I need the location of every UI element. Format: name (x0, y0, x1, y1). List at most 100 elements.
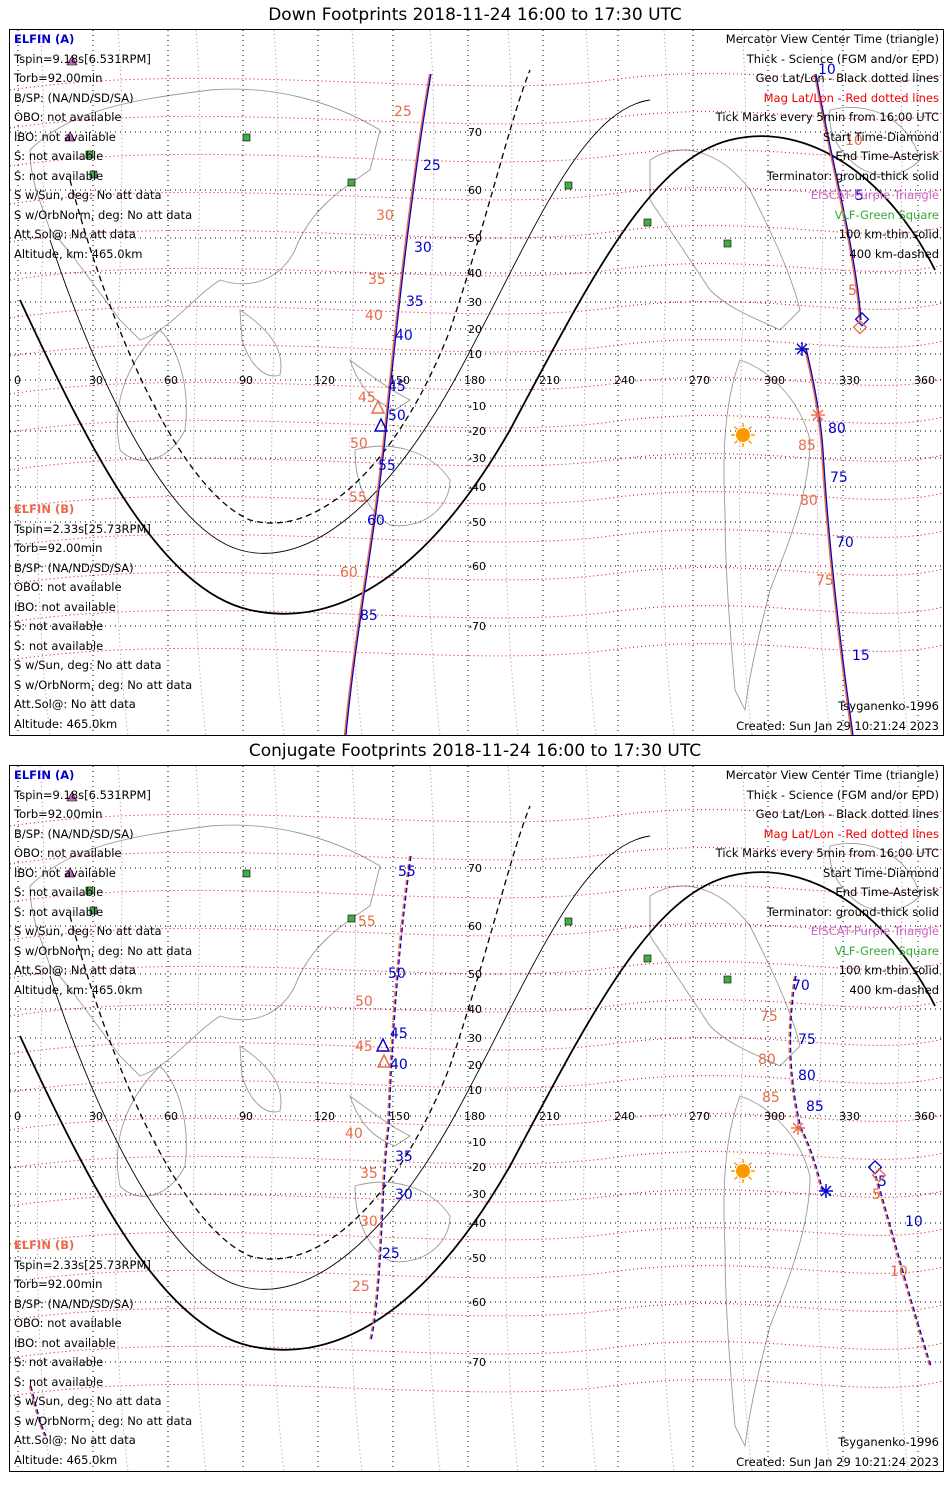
track-b-tick: 35 (360, 1166, 378, 1182)
info-line: B/SP: (NA/ND/SD/SA) (14, 90, 134, 105)
start-diamond-b (871, 1168, 887, 1183)
track-b-tick: 45 (358, 390, 376, 406)
model-label: Tsyganenko-1996 (838, 1435, 939, 1449)
track-b-tick: 30 (360, 1214, 378, 1230)
elfin-a-info: ELFIN (A) Tspin=9.18s[6.531RPM] Torb=92.0… (14, 769, 192, 1003)
track-b-tick: 40 (365, 308, 383, 324)
lat-label: 50 (468, 232, 482, 245)
legend-entry: Tick Marks every 5min from 16:00 UTC (715, 846, 939, 860)
eiscat-triangle (64, 867, 76, 878)
legend-entry: Geo Lat/Lon - Black dotted lines (755, 71, 939, 85)
lat-label: 10 (468, 1084, 482, 1097)
lat-label: 50 (468, 968, 482, 981)
info-line: Att.Sol@: No att data (14, 697, 136, 711)
track-a-tick: 25 (382, 1246, 400, 1262)
info-line: OBO: not available (14, 580, 122, 594)
conjugate-footprints-map: 0 30 60 90 120 150 180 210 240 270 300 330 360 70 60 50… (9, 765, 944, 1472)
track-b-tick: 30 (376, 208, 394, 224)
lon-label: 30 (89, 1110, 103, 1123)
lat-label: 60 (468, 184, 482, 197)
track-a-tick: 10 (818, 62, 836, 78)
created-label: Created: Sun Jan 29 10:21:24 2023 (736, 719, 939, 733)
track-a-tick: 30 (395, 1187, 413, 1203)
track-a-tick: 70 (836, 535, 854, 551)
info-line: Tspin=2.33s[25.73RPM] (14, 521, 151, 536)
lat-label: -30 (468, 452, 486, 465)
legend-entry: End Time-Asterisk (835, 149, 939, 163)
track-b-tick: 55 (349, 490, 367, 506)
legend-entry: End Time-Asterisk (835, 885, 939, 899)
track-a-tick: 30 (414, 240, 432, 256)
info-line: IBO: not available (14, 1335, 116, 1350)
lat-label: 40 (468, 267, 482, 280)
lat-label: -20 (468, 1161, 486, 1174)
info-line: Att.Sol@: No att data (14, 963, 136, 977)
sun-icon (731, 423, 755, 447)
lat-label: -70 (468, 620, 486, 633)
info-line: B/SP: (NA/ND/SD/SA) (14, 826, 134, 841)
vlf-square (564, 181, 573, 190)
lon-label: 150 (389, 374, 410, 387)
legend-entry: Mercator View Center Time (triangle) (725, 768, 939, 782)
legend: Mercator View Center Time (triangle) Thic… (716, 769, 939, 1003)
info-line: Altitude, km: 465.0km (14, 246, 143, 261)
elfin-b-header: ELFIN (B) (14, 502, 75, 516)
lon-label: 300 (764, 1110, 785, 1123)
vlf-square (643, 218, 652, 227)
lat-label: -10 (468, 1136, 486, 1149)
vlf-square (564, 917, 573, 926)
track-a-tick: 50 (388, 966, 406, 982)
vlf-square (643, 954, 652, 963)
info-line: IBO: not available (14, 129, 116, 144)
lat-label: -10 (468, 400, 486, 413)
info-line: B/SP: (NA/ND/SD/SA) (14, 1296, 134, 1311)
terminator (19, 805, 936, 1351)
lat-label: 70 (468, 862, 482, 875)
eiscat-triangle (64, 131, 76, 142)
down-footprints-map: 0 30 60 90 120 150 180 210 240 270 300 330 360 70 60 50… (9, 29, 944, 736)
info-line: B/SP: (NA/ND/SD/SA) (14, 560, 134, 575)
lon-label: 360 (914, 1110, 935, 1123)
vlf-square (242, 869, 251, 878)
track-a-tick: 5 (878, 1174, 887, 1190)
legend-entry: 100 km-thin solid (838, 963, 939, 977)
info-line: S: not available (14, 1355, 104, 1369)
vlf-square (723, 975, 732, 984)
track-a-tick: 5 (855, 188, 864, 204)
info-line: S w/Sun, deg: No att data (14, 188, 162, 202)
info-line: Altitude: 465.0km (14, 716, 118, 731)
elfin-b-lines: Tspin=2.33s[25.73RPM] Torb=92.00min B/SP: … (14, 521, 192, 736)
lat-label: 10 (468, 348, 482, 361)
lat-label: 40 (468, 1003, 482, 1016)
lon-label: 210 (539, 374, 560, 387)
info-line: S w/OrbNorm, deg: No att data (14, 1413, 193, 1428)
track-a-tick: 55 (398, 864, 416, 880)
track-symbols (375, 1037, 887, 1198)
track-a-tick: 80 (828, 421, 846, 437)
lat-label: 60 (468, 920, 482, 933)
info-line: IBO: not available (14, 599, 116, 614)
legend-entry: Terminator: ground-thick solid (766, 904, 939, 919)
track-b-tick: 75 (760, 1009, 778, 1025)
track-b-tick: 80 (800, 493, 818, 509)
track-a-tick: 25 (423, 158, 441, 174)
legend-entry: Thick - Science (FGM and/or EPD) (746, 787, 939, 802)
vlf-square (85, 150, 94, 159)
info-line: S w/Sun, deg: No att data (14, 1394, 162, 1408)
track-a-tick: 75 (830, 470, 848, 486)
vlf-square (85, 886, 94, 895)
vlf-square (89, 906, 98, 915)
legend-entry: Thick - Science (FGM and/or EPD) (746, 51, 939, 66)
center-triangle-a (375, 1037, 391, 1052)
lat-label: -50 (468, 1252, 486, 1265)
info-line: S: not available (14, 885, 104, 899)
vlf-square (347, 914, 356, 923)
track-a-tick: 80 (798, 1068, 816, 1084)
track-a-tick: 60 (367, 513, 385, 529)
track-b-tick: 50 (355, 994, 373, 1010)
track-b-tick: 45 (355, 1039, 373, 1055)
legend-entry: Terminator: ground-thick solid (766, 168, 939, 183)
legend: Mercator View Center Time (triangle) Thic… (716, 33, 939, 267)
panel-title-conjugate: Conjugate Footprints 2018-11-24 16:00 to… (248, 741, 702, 761)
map-canvas: 0 30 60 90 120 150 180 210 240 270 300 330 360 70 60 50… (10, 766, 943, 1471)
